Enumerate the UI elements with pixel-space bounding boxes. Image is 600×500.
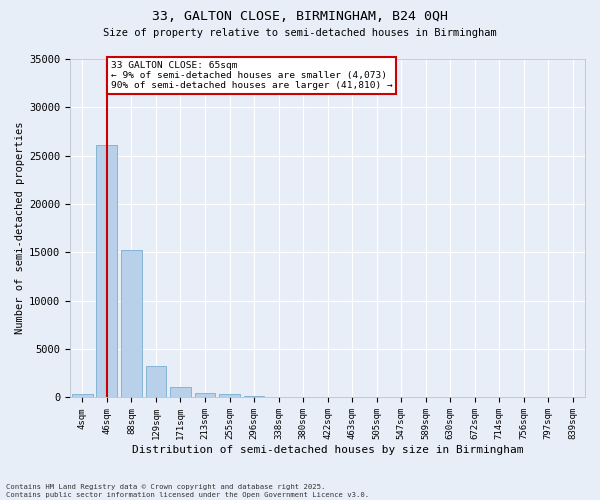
- Bar: [72, 394, 93, 398]
- Text: 33, GALTON CLOSE, BIRMINGHAM, B24 0QH: 33, GALTON CLOSE, BIRMINGHAM, B24 0QH: [152, 10, 448, 23]
- Bar: [244, 396, 265, 398]
- Bar: [97, 145, 118, 398]
- X-axis label: Distribution of semi-detached houses by size in Birmingham: Distribution of semi-detached houses by …: [132, 445, 523, 455]
- Bar: [219, 394, 240, 398]
- Bar: [146, 366, 166, 398]
- Text: Contains HM Land Registry data © Crown copyright and database right 2025.
Contai: Contains HM Land Registry data © Crown c…: [6, 484, 369, 498]
- Bar: [170, 388, 191, 398]
- Bar: [194, 392, 215, 398]
- Bar: [121, 250, 142, 398]
- Y-axis label: Number of semi-detached properties: Number of semi-detached properties: [15, 122, 25, 334]
- Text: 33 GALTON CLOSE: 65sqm
← 9% of semi-detached houses are smaller (4,073)
90% of s: 33 GALTON CLOSE: 65sqm ← 9% of semi-deta…: [110, 60, 392, 90]
- Text: Size of property relative to semi-detached houses in Birmingham: Size of property relative to semi-detach…: [103, 28, 497, 38]
